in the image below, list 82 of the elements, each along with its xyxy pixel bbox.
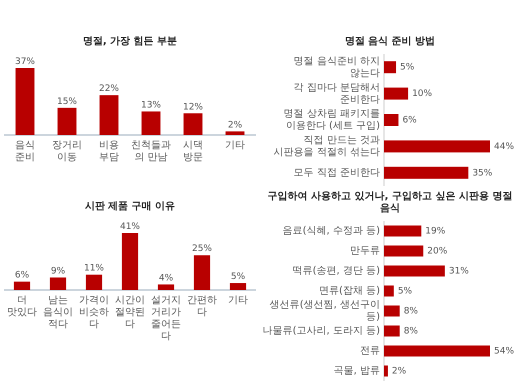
data-label: 2% — [392, 366, 407, 376]
data-label: 9% — [50, 266, 66, 276]
x-tick-label: 시댁 방문 — [183, 140, 203, 163]
data-label: 11% — [84, 264, 104, 274]
y-tick-label: 음료(식혜, 수정과 등) — [282, 226, 380, 237]
y-tick-label: 명절 음식준비 하지 않는다 — [294, 56, 380, 79]
data-label: 10% — [412, 89, 433, 100]
bar — [142, 111, 160, 135]
data-label: 25% — [192, 244, 212, 254]
x-tick-label: 더 맛있다 — [7, 295, 37, 318]
x-tick-label: 비용 부담 — [99, 140, 119, 163]
bar — [384, 326, 400, 336]
bar — [230, 283, 246, 290]
chart-title: 구입하여 사용하고 있거나, 구입하고 싶은 시판용 명절 음식 — [268, 191, 512, 214]
data-label: 35% — [472, 168, 493, 178]
data-label: 19% — [425, 226, 446, 236]
bar — [384, 166, 468, 179]
data-label: 12% — [182, 102, 204, 112]
data-label: 54% — [494, 346, 514, 356]
y-tick-label: 만두류 — [350, 246, 380, 257]
y-tick-label: 직접 만드는 것과 시판용을 적절히 섞는다 — [274, 135, 380, 158]
bar — [384, 114, 398, 126]
data-label: 31% — [448, 266, 470, 276]
y-tick-label: 떡류(송편, 경단 등) — [292, 266, 380, 277]
data-label: 44% — [494, 142, 514, 152]
x-tick-label: 친척들과의 만남 — [131, 140, 171, 163]
data-label: 8% — [404, 326, 418, 336]
bar — [194, 255, 210, 290]
data-label: 13% — [140, 100, 162, 110]
y-tick-label: 전류 — [360, 346, 380, 357]
bar — [384, 246, 424, 256]
y-tick-label: 명절 상차림 패키지를 이용한다 (세트 구입) — [284, 108, 380, 132]
data-label: 41% — [120, 222, 140, 232]
x-tick-label: 간편하다 — [187, 295, 217, 318]
x-tick-label: 장거리 이동 — [52, 140, 82, 163]
bar — [384, 346, 490, 356]
x-tick-label: 음식 준비 — [15, 140, 35, 163]
x-tick-label: 기타 — [225, 140, 245, 151]
data-label: 4% — [158, 273, 174, 284]
bar — [384, 61, 396, 74]
chart-title: 시판 제품 구매 이유 — [84, 201, 176, 212]
bar — [86, 274, 102, 290]
data-label: 15% — [56, 96, 78, 107]
bar — [122, 233, 138, 290]
y-tick-label: 나물류(고사리, 도라지 등) — [262, 326, 380, 337]
bar — [384, 306, 400, 316]
y-tick-label: 면류(잡채 등) — [319, 286, 380, 297]
x-tick-label: 기타 — [228, 295, 248, 306]
data-label: 20% — [427, 246, 448, 256]
data-label: 5% — [398, 286, 413, 296]
y-tick-label: 각 집마다 분담해서 준비한다 — [294, 82, 380, 106]
data-label: 5% — [230, 272, 246, 282]
data-label: 5% — [400, 62, 415, 73]
data-label: 6% — [14, 270, 30, 281]
bar — [158, 284, 174, 290]
bar — [184, 113, 202, 135]
bar — [226, 131, 244, 135]
bar — [14, 282, 30, 290]
y-tick-label: 곡물, 밥류 — [334, 366, 380, 377]
data-label: 2% — [228, 120, 243, 130]
bar — [384, 88, 408, 100]
bar — [50, 277, 66, 290]
bar — [384, 286, 394, 296]
x-tick-label: 설거지 거리가 줄어든다 — [151, 295, 181, 342]
chart-title: 명절 음식 준비 방법 — [344, 36, 436, 47]
data-label: 8% — [404, 306, 418, 316]
x-tick-label: 남는 음식이 적다 — [43, 295, 73, 330]
data-label: 22% — [98, 84, 120, 94]
bar — [100, 95, 118, 135]
bar — [384, 226, 422, 236]
bar — [384, 266, 445, 276]
x-tick-label: 시간이 절약된다 — [115, 295, 145, 330]
data-label: 37% — [14, 57, 36, 67]
data-label: 6% — [402, 115, 418, 126]
bar — [384, 140, 490, 152]
bar — [16, 68, 34, 135]
x-tick-label: 가격이 비슷하다 — [79, 295, 109, 330]
y-tick-label: 모두 직접 준비한다 — [294, 168, 380, 179]
bar — [384, 366, 388, 376]
chart-title: 명절, 가장 힘든 부분 — [82, 36, 178, 47]
y-tick-label: 생선류(생선찜, 생선구이 등) — [270, 300, 380, 323]
bar — [58, 108, 76, 135]
